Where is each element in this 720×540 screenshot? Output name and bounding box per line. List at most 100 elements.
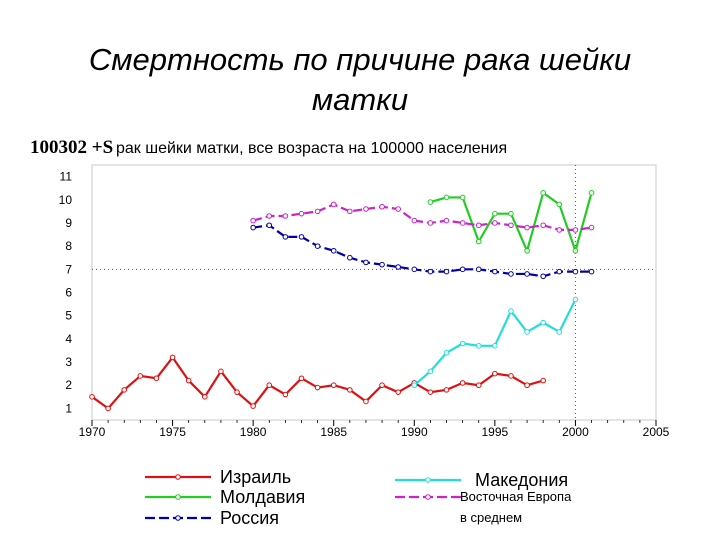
series-point-3 [492, 343, 498, 349]
series-point-4 [475, 222, 482, 229]
series-point-0 [427, 389, 434, 395]
title-line-2: матки [311, 82, 409, 117]
series-point-2 [475, 266, 482, 273]
series-point-1 [475, 238, 482, 245]
legend-marker-1 [175, 494, 181, 500]
series-point-2 [363, 259, 369, 266]
title-line-1: Смертность по причине рака шейки [88, 42, 632, 77]
series-point-2 [330, 247, 337, 254]
legend-marker-0 [175, 474, 181, 480]
y-tick-label: 3 [65, 355, 72, 369]
series-point-0 [459, 380, 466, 386]
series-point-3 [411, 382, 418, 389]
series-point-2 [250, 224, 256, 231]
y-tick-label: 9 [65, 216, 72, 230]
series-point-0 [137, 373, 144, 379]
series-point-0 [475, 382, 482, 389]
series-line-2 [252, 224, 592, 278]
legend-label-3: Македония [475, 470, 568, 490]
y-tick-label: 4 [65, 332, 72, 346]
series-point-3 [475, 343, 482, 349]
series-point-4 [363, 206, 369, 212]
series-point-0 [492, 370, 498, 377]
series-point-0 [524, 382, 530, 389]
series-point-4 [395, 206, 401, 212]
x-tick-label: 1975 [159, 425, 186, 439]
series-point-2 [298, 234, 305, 240]
series-point-2 [266, 222, 273, 229]
series-point-4 [459, 220, 466, 226]
y-tick-label: 11 [60, 170, 73, 184]
series-point-2 [508, 271, 514, 277]
series-point-0 [266, 382, 273, 389]
x-tick-label: 1990 [401, 425, 428, 439]
y-tick-label: 10 [59, 193, 73, 207]
chart-code-label: 100302 +S [30, 137, 114, 158]
y-tick-label: 1 [65, 401, 72, 415]
series-point-2 [556, 268, 563, 275]
x-tick-label: 1985 [320, 425, 347, 439]
series-point-4 [314, 208, 321, 215]
series-point-3 [427, 368, 434, 375]
series-point-2 [314, 243, 321, 249]
series-point-4 [250, 217, 256, 224]
series-point-2 [395, 264, 401, 270]
series-point-4 [298, 210, 305, 217]
x-tick-label: 1995 [482, 425, 509, 439]
x-tick-label: 2005 [643, 425, 670, 439]
y-tick-label: 5 [65, 309, 72, 323]
series-point-3 [443, 349, 450, 356]
series-point-4 [443, 217, 450, 224]
series-point-1 [572, 247, 579, 254]
series-point-0 [185, 377, 192, 384]
series-point-1 [459, 194, 466, 201]
chart-subtitle: рак шейки матки, все возраста на 100000 … [114, 140, 510, 158]
series-point-0 [218, 368, 224, 375]
x-tick-label: 1970 [79, 425, 106, 439]
series-point-0 [282, 391, 289, 398]
series-point-4 [266, 213, 273, 219]
series-point-2 [282, 234, 289, 240]
series-point-2 [411, 266, 418, 273]
series-point-4 [556, 227, 563, 233]
series-point-1 [427, 199, 434, 205]
plot-area [91, 164, 657, 421]
y-tick-label: 2 [65, 378, 72, 392]
legend-label-4: Восточная Европа [460, 489, 572, 504]
series-point-4 [347, 208, 353, 215]
series-point-4 [282, 213, 289, 219]
series-point-1 [556, 201, 563, 208]
series-point-3 [572, 296, 579, 303]
legend-label-2: Россия [220, 508, 279, 528]
series-point-0 [363, 398, 369, 405]
series-point-0 [395, 389, 401, 395]
x-tick-label: 1980 [240, 425, 267, 439]
series-point-0 [347, 387, 353, 393]
series-point-4 [330, 201, 337, 208]
series-point-4 [411, 217, 418, 224]
page-title: Смертность по причине рака шейки матки [0, 40, 720, 120]
legend-marker-2 [175, 515, 181, 521]
series-point-0 [508, 373, 514, 379]
x-tick-label: 2000 [562, 425, 589, 439]
series-point-0 [379, 382, 385, 389]
legend-label-4-line2: в среднем [460, 510, 522, 525]
series-point-4 [427, 220, 434, 226]
series-point-1 [540, 190, 547, 196]
legend-label-0: Израиль [220, 467, 291, 487]
series-point-1 [588, 190, 595, 196]
series-point-0 [202, 394, 208, 400]
y-tick-label: 7 [65, 262, 72, 276]
y-tick-label: 8 [65, 239, 72, 253]
series-point-4 [492, 220, 498, 226]
series-line-4 [252, 203, 592, 232]
legend-marker-4 [425, 494, 431, 500]
series-point-0 [330, 382, 337, 389]
series-point-0 [105, 405, 111, 412]
series-point-2 [427, 268, 434, 275]
series-point-4 [572, 227, 579, 233]
series-point-3 [508, 308, 514, 314]
series-point-4 [379, 203, 385, 210]
series-point-4 [540, 222, 547, 229]
series-point-4 [524, 224, 530, 231]
